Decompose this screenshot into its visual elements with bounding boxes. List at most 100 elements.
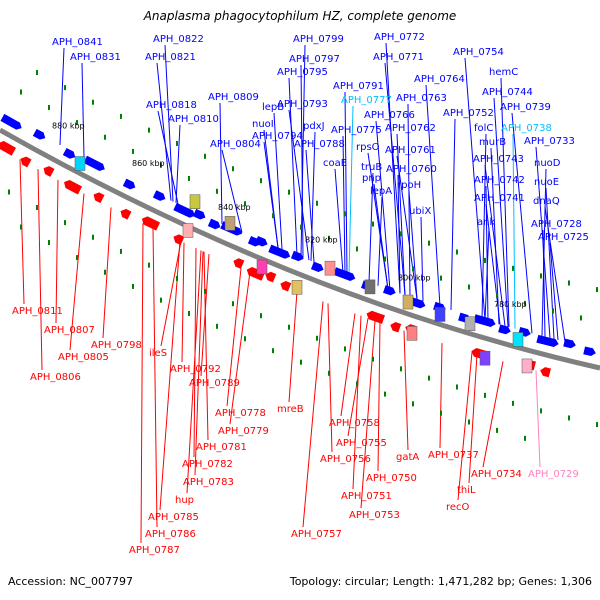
forward-gene-label: APH_0771 [373, 52, 424, 63]
reverse-gene[interactable] [389, 321, 402, 333]
leader-line [340, 313, 356, 417]
reverse-gene[interactable] [41, 164, 55, 177]
rna-feature-block[interactable] [324, 260, 336, 276]
forward-gene-label: APH_0741 [474, 193, 525, 204]
reverse-gene[interactable] [91, 191, 105, 204]
kbp-tick-label: 880 kbp [52, 122, 85, 131]
gc-dot [456, 384, 458, 390]
gc-dot [260, 178, 262, 184]
forward-gene-label: APH_0772 [374, 32, 425, 43]
forward-gene[interactable] [536, 334, 559, 348]
gc-dot [64, 85, 66, 91]
rna-feature-block[interactable] [189, 194, 201, 209]
leader-line [194, 251, 204, 476]
forward-gene[interactable] [290, 250, 305, 263]
reverse-gene[interactable] [140, 215, 161, 231]
rna-feature-block[interactable] [224, 216, 236, 231]
leader-line [493, 97, 509, 327]
rna-feature-block[interactable] [364, 279, 376, 295]
forward-gene[interactable] [173, 202, 196, 219]
forward-gene[interactable] [383, 285, 397, 296]
forward-gene[interactable] [310, 261, 325, 274]
rna-feature-block[interactable] [74, 156, 86, 171]
leader-line [288, 77, 298, 256]
forward-gene[interactable] [254, 236, 269, 248]
forward-gene[interactable] [498, 324, 512, 335]
forward-gene[interactable] [583, 346, 596, 357]
gc-dot [272, 348, 274, 354]
forward-gene-label: APH_0809 [208, 92, 259, 103]
kbp-tick-label: 840 kbp [218, 203, 251, 212]
rna-feature-block[interactable] [291, 280, 303, 295]
feature-glyphs[interactable] [0, 113, 597, 378]
rna-feature-block[interactable] [521, 358, 533, 374]
forward-gene[interactable] [62, 147, 77, 161]
reverse-gene[interactable] [539, 366, 551, 378]
forward-gene-label: APH_0788 [294, 139, 345, 150]
leader-line [229, 271, 251, 425]
rna-feature-block[interactable] [479, 350, 491, 366]
forward-gene-label: APH_0831 [70, 52, 121, 63]
map-title: Anaplasma phagocytophilum HZ, complete g… [143, 9, 457, 23]
forward-gene[interactable] [473, 314, 496, 328]
forward-gene[interactable] [192, 208, 207, 221]
gc-dot [512, 400, 514, 406]
forward-gene-label: APH_0739 [500, 102, 551, 113]
reverse-gene-label: APH_0750 [366, 473, 417, 484]
leader-line [305, 149, 315, 263]
forward-gene[interactable] [0, 113, 23, 132]
forward-gene-label: APH_0733 [524, 136, 575, 147]
rna-feature-block[interactable] [182, 223, 194, 238]
reverse-gene-label: APH_0798 [91, 340, 142, 351]
forward-gene[interactable] [152, 190, 167, 202]
leader-line [81, 62, 85, 158]
reverse-gene-label: APH_0806 [30, 372, 81, 383]
forward-gene[interactable] [83, 155, 106, 173]
forward-gene[interactable] [32, 128, 47, 142]
reverse-gene[interactable] [365, 309, 385, 324]
rna-feature-block[interactable] [512, 332, 524, 347]
forward-gene[interactable] [563, 338, 577, 350]
leader-line [102, 207, 112, 339]
gc-dot [316, 200, 318, 206]
forward-gene-label: APH_0760 [386, 164, 437, 175]
forward-gene-label: nuoD [534, 158, 561, 169]
gc-dot [328, 370, 330, 376]
rna-feature-block[interactable] [406, 326, 418, 341]
reverse-gene[interactable] [232, 257, 245, 269]
reverse-gene[interactable] [245, 265, 266, 281]
reverse-gene[interactable] [279, 279, 292, 292]
rna-feature-block[interactable] [256, 259, 268, 275]
reverse-gene[interactable] [62, 178, 83, 195]
forward-gene-label: APH_0818 [146, 100, 197, 111]
reverse-gene[interactable] [172, 233, 185, 246]
rna-feature-block[interactable] [434, 307, 446, 322]
leader-line [500, 77, 510, 328]
forward-gene[interactable] [122, 178, 137, 191]
gc-dot [468, 284, 470, 290]
reverse-gene[interactable] [18, 155, 32, 168]
gc-dot [176, 275, 178, 281]
gc-dot [328, 235, 330, 241]
leader-line [377, 196, 383, 286]
reverse-gene-label: APH_0782 [182, 459, 233, 470]
forward-gene-label: nuoE [534, 177, 559, 188]
leader-line [482, 361, 504, 468]
rna-feature-block[interactable] [464, 316, 476, 331]
forward-gene[interactable] [268, 244, 291, 261]
gc-dot [568, 415, 570, 421]
leader-line [484, 164, 506, 326]
forward-gene[interactable] [333, 267, 356, 282]
leader-line [348, 105, 354, 276]
gc-dot [540, 408, 542, 414]
reverse-gene[interactable] [119, 207, 132, 220]
gc-dot [176, 140, 178, 146]
forward-gene[interactable] [207, 218, 222, 231]
rna-feature-block[interactable] [402, 294, 414, 310]
reverse-gene-label: mreB [277, 404, 304, 415]
forward-gene-label: pdxJ [303, 121, 325, 132]
forward-gene-label: ank [477, 217, 495, 228]
reverse-gene[interactable] [0, 139, 17, 156]
reverse-gene[interactable] [264, 270, 277, 283]
gc-dot [596, 287, 598, 293]
